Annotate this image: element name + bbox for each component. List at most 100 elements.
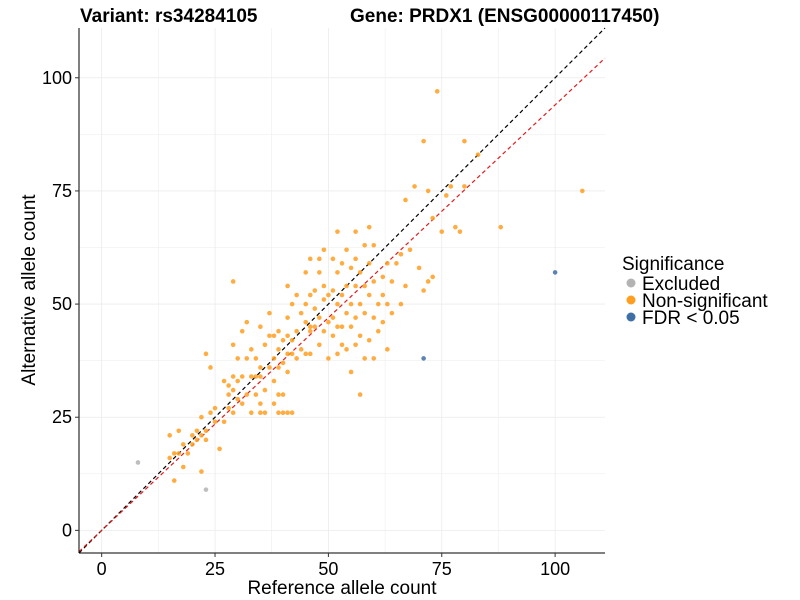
data-point bbox=[199, 414, 204, 420]
data-point bbox=[285, 369, 290, 375]
data-point bbox=[403, 197, 408, 203]
data-point bbox=[407, 247, 413, 253]
data-point bbox=[312, 306, 318, 311]
data-point bbox=[303, 319, 309, 325]
y-tick-label: 100 bbox=[42, 68, 72, 88]
data-point bbox=[375, 328, 381, 334]
data-point bbox=[421, 138, 426, 144]
data-point bbox=[167, 455, 172, 461]
x-tick-label: 0 bbox=[97, 559, 107, 579]
data-point bbox=[344, 247, 349, 253]
data-point bbox=[217, 446, 222, 452]
data-point bbox=[244, 356, 250, 361]
data-point bbox=[330, 333, 336, 339]
x-tick-label: 25 bbox=[205, 559, 225, 579]
data-point bbox=[276, 347, 281, 352]
chart-title-gene: Gene: PRDX1 (ENSG00000117450) bbox=[350, 6, 659, 27]
data-point bbox=[353, 256, 358, 262]
data-point bbox=[276, 410, 281, 415]
data-point bbox=[171, 451, 177, 456]
grid bbox=[79, 28, 605, 553]
data-point bbox=[199, 433, 204, 438]
data-point bbox=[267, 333, 272, 339]
data-point bbox=[307, 256, 313, 262]
data-point bbox=[430, 274, 435, 280]
data-point bbox=[271, 378, 277, 384]
legend-label: FDR < 0.05 bbox=[642, 308, 740, 329]
data-point bbox=[135, 460, 141, 465]
data-point bbox=[262, 342, 268, 348]
legend: Significance ExcludedNon-significantFDR … bbox=[622, 254, 768, 329]
data-point bbox=[249, 347, 254, 352]
x-axis-label: Reference allele count bbox=[247, 578, 437, 599]
data-point bbox=[362, 283, 367, 289]
data-point bbox=[176, 428, 182, 434]
data-point bbox=[443, 193, 449, 198]
data-point bbox=[285, 315, 290, 320]
data-point bbox=[434, 89, 440, 94]
data-point bbox=[235, 356, 241, 361]
data-point bbox=[249, 374, 254, 379]
data-point bbox=[321, 247, 327, 253]
y-tick-label: 25 bbox=[52, 407, 72, 427]
data-point bbox=[230, 342, 236, 348]
data-point bbox=[348, 301, 354, 307]
data-point bbox=[267, 365, 272, 370]
data-point bbox=[353, 283, 358, 289]
data-point bbox=[226, 405, 231, 411]
data-point bbox=[380, 319, 386, 325]
data-point bbox=[221, 378, 227, 384]
data-point bbox=[185, 451, 191, 456]
data-point bbox=[262, 410, 268, 415]
reference-line-fit bbox=[78, 57, 606, 553]
data-point bbox=[389, 310, 395, 316]
data-point bbox=[307, 292, 313, 298]
data-point bbox=[271, 333, 277, 339]
data-point bbox=[475, 152, 481, 158]
data-point bbox=[171, 478, 177, 483]
data-point bbox=[457, 229, 463, 234]
data-point bbox=[258, 374, 263, 379]
data-point bbox=[339, 342, 345, 348]
data-point bbox=[353, 342, 358, 348]
data-point bbox=[366, 261, 372, 266]
data-point bbox=[235, 378, 241, 384]
data-point bbox=[326, 319, 331, 325]
data-point bbox=[335, 324, 340, 330]
legend-swatch bbox=[626, 278, 636, 288]
data-point bbox=[258, 324, 263, 330]
data-point bbox=[307, 324, 313, 330]
legend-swatch bbox=[626, 312, 636, 322]
data-point bbox=[552, 270, 558, 275]
data-point bbox=[208, 410, 213, 415]
data-point bbox=[380, 274, 386, 280]
data-point bbox=[280, 337, 286, 343]
data-point bbox=[430, 215, 435, 221]
data-point bbox=[285, 283, 290, 289]
data-point bbox=[330, 288, 336, 293]
data-point bbox=[244, 319, 250, 325]
data-point bbox=[326, 356, 331, 361]
data-point bbox=[285, 351, 290, 357]
legend-swatch bbox=[626, 295, 636, 305]
data-point bbox=[398, 301, 404, 307]
data-point bbox=[258, 410, 263, 415]
data-point bbox=[294, 356, 299, 361]
data-point bbox=[194, 428, 200, 434]
data-point bbox=[317, 256, 322, 262]
data-point bbox=[249, 410, 254, 415]
data-point bbox=[212, 419, 218, 425]
data-point bbox=[285, 410, 290, 415]
data-point bbox=[448, 184, 454, 189]
data-point bbox=[421, 288, 426, 293]
data-point bbox=[317, 315, 322, 320]
data-point bbox=[321, 297, 327, 302]
y-tick-label: 50 bbox=[52, 294, 72, 314]
data-point bbox=[208, 365, 213, 370]
data-point bbox=[312, 324, 318, 330]
data-point bbox=[244, 392, 250, 397]
data-point bbox=[180, 442, 186, 447]
data-point bbox=[289, 337, 295, 343]
data-point bbox=[180, 464, 186, 470]
